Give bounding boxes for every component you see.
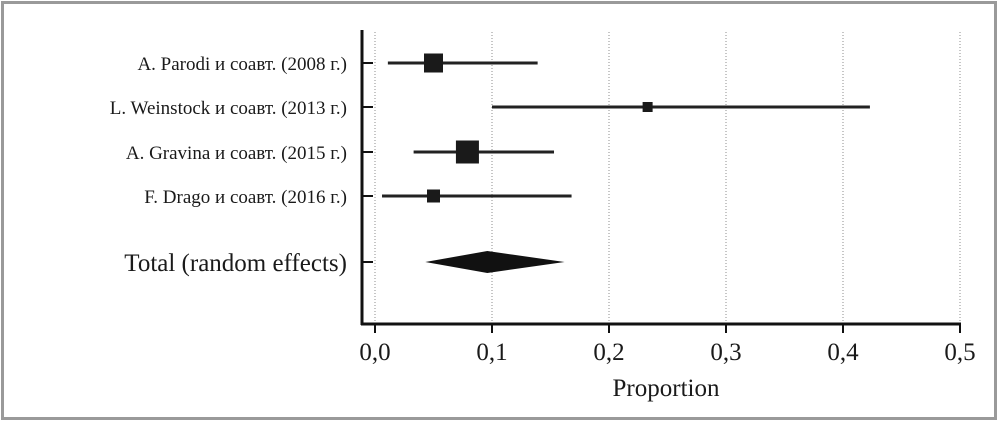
x-tick-label: 0,3 (710, 339, 741, 366)
x-tick-label: 0,2 (593, 339, 624, 366)
study-labels: A. Parodi и соавт. (2008 г.) L. Weinstock… (110, 54, 373, 277)
pooled-diamond (425, 251, 565, 273)
x-axis-ticks: 0,0 0,1 0,2 0,3 0,4 0,5 (359, 324, 976, 366)
study-label: F. Drago и соавт. (2016 г.) (144, 187, 347, 208)
x-axis-title: Proportion (613, 375, 720, 402)
study-label: A. Parodi и соавт. (2008 г.) (137, 54, 347, 75)
study-label: A. Gravina и соавт. (2015 г.) (126, 143, 347, 164)
x-tick-label: 0,5 (944, 339, 975, 366)
study-label: L. Weinstock и соавт. (2013 г.) (110, 98, 347, 119)
study-point-estimate (427, 189, 440, 203)
gridlines (374, 32, 961, 322)
study-point-estimate (455, 140, 479, 164)
pooled-label: Total (random effects) (124, 250, 347, 277)
axes (360, 30, 961, 326)
x-tick-label: 0,1 (476, 339, 507, 366)
study-point-estimate (424, 53, 443, 73)
study-point-estimate (642, 102, 653, 112)
study-marks (382, 53, 870, 273)
x-tick-label: 0,4 (827, 339, 859, 366)
x-tick-label: 0,0 (359, 339, 390, 366)
